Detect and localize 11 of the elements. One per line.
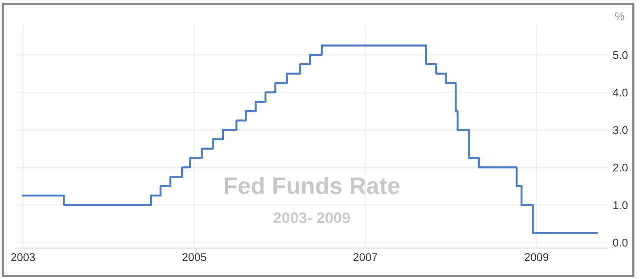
y-tick-label: 0.0 (613, 238, 628, 247)
x-tick-label: 2007 (354, 253, 378, 262)
y-tick-label: 1.0 (614, 201, 628, 210)
y-tick-label: 5.0 (613, 51, 628, 60)
x-tick-label: 2003 (11, 253, 36, 262)
x-tick-label: 2009 (524, 253, 549, 262)
y-tick-label: 4.0 (613, 88, 628, 97)
x-tick-label: 2005 (182, 253, 206, 262)
y-axis-title: % (615, 12, 624, 20)
y-tick-label: 2.0 (613, 164, 628, 172)
y-tick-label: 3.0 (613, 126, 628, 134)
